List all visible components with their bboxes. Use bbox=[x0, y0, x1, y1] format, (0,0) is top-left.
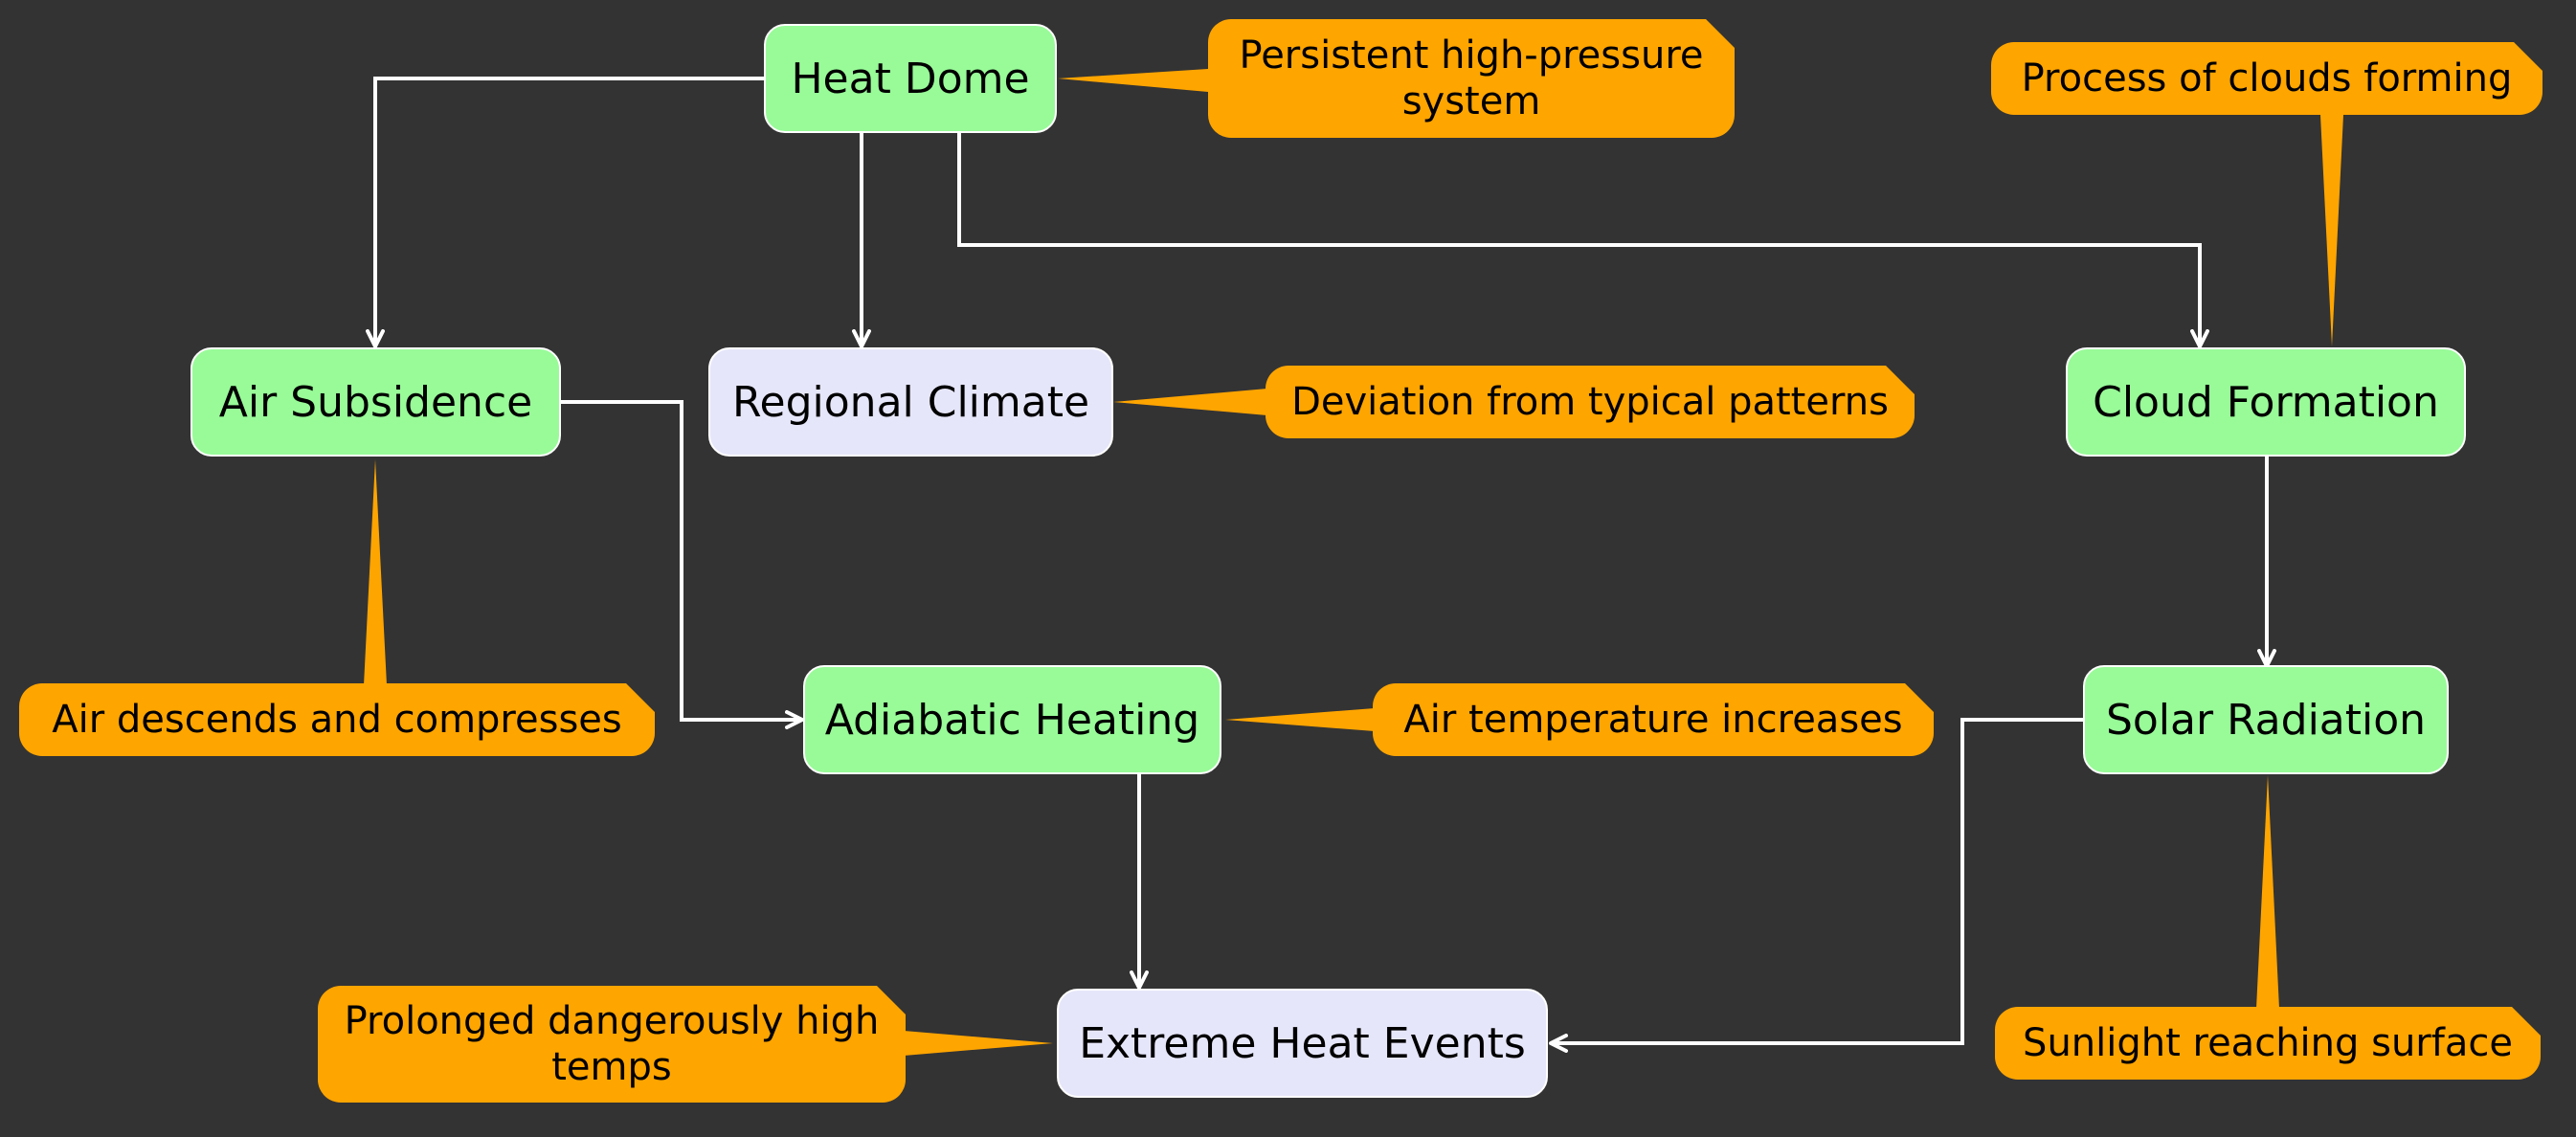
note-regional-climate-text: Deviation from typical patterns bbox=[1291, 380, 1889, 424]
note-adiabatic-heating: Air temperature increases bbox=[1373, 683, 1934, 756]
node-cloud-formation-label: Cloud Formation bbox=[2093, 377, 2439, 427]
note-fold-icon bbox=[1886, 366, 1915, 394]
note-adiabatic-heating-text: Air temperature increases bbox=[1403, 698, 1903, 742]
node-extreme-heat-events-label: Extreme Heat Events bbox=[1079, 1018, 1526, 1068]
note-air-subsidence-text: Air descends and compresses bbox=[52, 698, 622, 742]
note-pointer-solar-radiation bbox=[2256, 775, 2279, 1009]
node-solar-radiation-label: Solar Radiation bbox=[2105, 695, 2427, 745]
node-air-subsidence: Air Subsidence bbox=[190, 347, 561, 457]
node-adiabatic-heating: Adiabatic Heating bbox=[803, 665, 1221, 774]
node-extreme-heat-events: Extreme Heat Events bbox=[1057, 989, 1548, 1098]
edge-heat-dome-to-cloud-formation bbox=[957, 133, 2209, 348]
note-fold-icon bbox=[2512, 1007, 2541, 1036]
note-pointer-adiabatic-heating bbox=[1225, 708, 1375, 731]
note-pointer-heat-dome bbox=[1058, 69, 1208, 92]
note-fold-icon bbox=[1706, 19, 1735, 48]
note-extreme-heat-events: Prolonged dangerously high temps bbox=[318, 986, 906, 1103]
note-pointer-regional-climate bbox=[1113, 389, 1267, 415]
edge-air-subsidence-to-adiabatic-heating bbox=[561, 400, 804, 729]
note-cloud-formation-text: Process of clouds forming bbox=[2021, 56, 2513, 100]
node-air-subsidence-label: Air Subsidence bbox=[218, 377, 533, 427]
note-solar-radiation: Sunlight reaching surface bbox=[1995, 1007, 2541, 1080]
note-extreme-heat-events-text: Prolonged dangerously high temps bbox=[344, 999, 880, 1089]
note-regional-climate: Deviation from typical patterns bbox=[1266, 366, 1915, 438]
edge-solar-radiation-to-extreme-heat bbox=[1549, 718, 2083, 1053]
note-cloud-formation: Process of clouds forming bbox=[1991, 42, 2542, 115]
node-cloud-formation: Cloud Formation bbox=[2066, 347, 2466, 457]
note-solar-radiation-text: Sunlight reaching surface bbox=[2023, 1021, 2513, 1065]
node-adiabatic-heating-label: Adiabatic Heating bbox=[824, 695, 1200, 745]
note-pointer-cloud-formation bbox=[2320, 115, 2343, 346]
node-heat-dome-label: Heat Dome bbox=[791, 54, 1030, 103]
note-fold-icon bbox=[877, 986, 906, 1014]
note-heat-dome: Persistent high-pressure system bbox=[1208, 19, 1735, 138]
note-fold-icon bbox=[1905, 683, 1934, 712]
node-heat-dome: Heat Dome bbox=[764, 24, 1057, 133]
note-pointer-air-subsidence bbox=[364, 459, 387, 685]
node-regional-climate-label: Regional Climate bbox=[731, 377, 1090, 427]
note-heat-dome-text: Persistent high-pressure system bbox=[1239, 33, 1704, 123]
node-solar-radiation: Solar Radiation bbox=[2083, 665, 2449, 774]
note-fold-icon bbox=[2514, 42, 2542, 71]
note-pointer-extreme-heat bbox=[904, 1031, 1053, 1056]
node-regional-climate: Regional Climate bbox=[708, 347, 1113, 457]
note-fold-icon bbox=[626, 683, 655, 712]
note-air-subsidence: Air descends and compresses bbox=[19, 683, 655, 756]
edge-heat-dome-to-air-subsidence bbox=[366, 77, 764, 348]
